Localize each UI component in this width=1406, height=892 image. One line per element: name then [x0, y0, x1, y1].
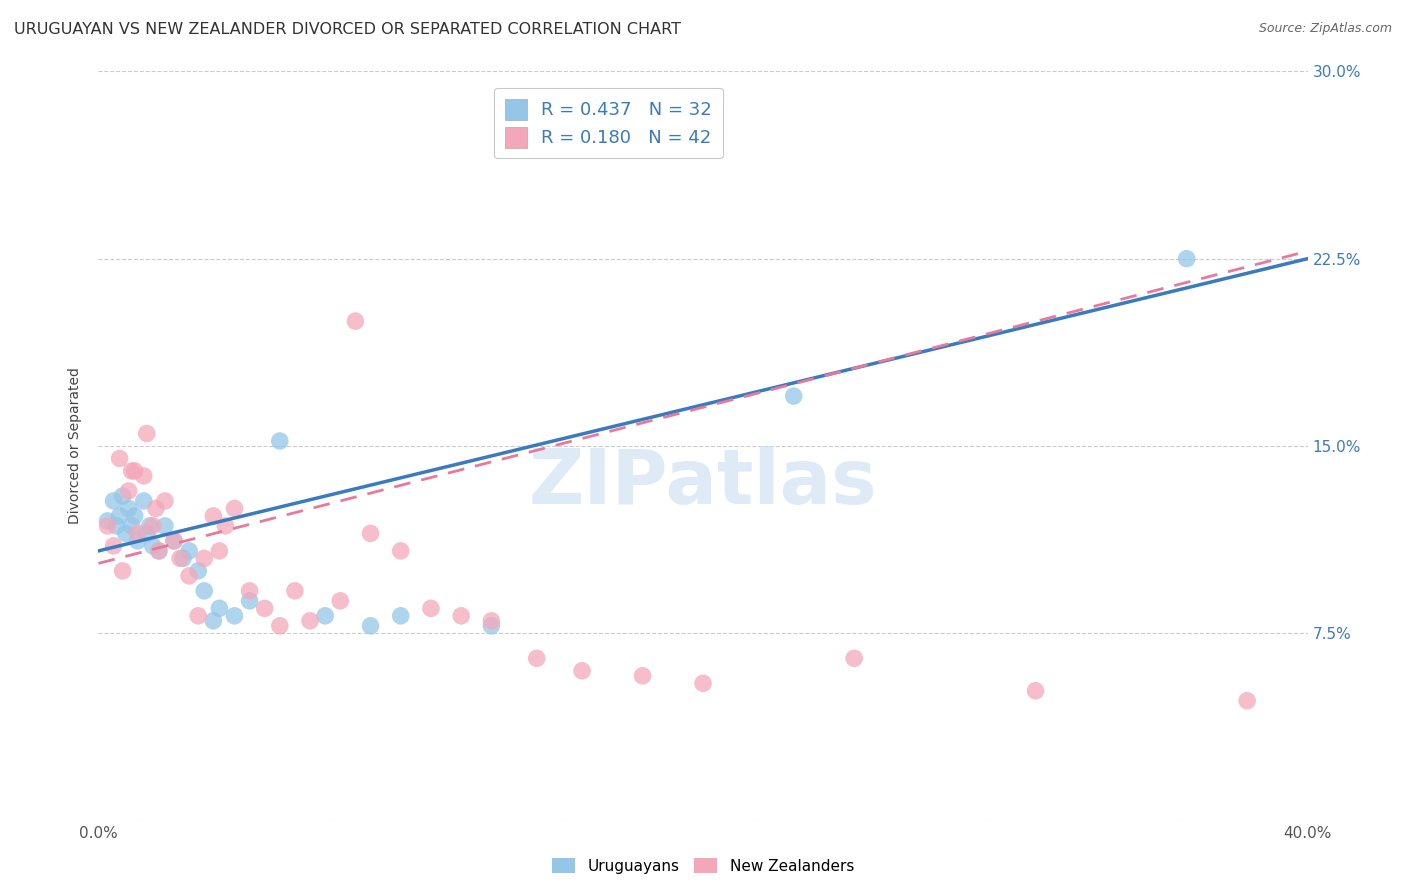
Point [360, 619, 382, 633]
Y-axis label: Divorced or Separated: Divorced or Separated [69, 368, 83, 524]
Point [389, 544, 412, 558]
Legend: R = 0.437   N = 32, R = 0.180   N = 42: R = 0.437 N = 32, R = 0.180 N = 42 [495, 88, 723, 159]
Point [169, 551, 191, 566]
Point [526, 651, 548, 665]
Point [269, 434, 291, 448]
Point [96, 514, 118, 528]
Point [450, 608, 472, 623]
Point [208, 544, 231, 558]
Point [132, 469, 155, 483]
Point [193, 551, 215, 566]
Point [179, 569, 201, 583]
Point [105, 519, 128, 533]
Point [187, 608, 209, 623]
Point [111, 564, 134, 578]
Text: URUGUAYAN VS NEW ZEALANDER DIVORCED OR SEPARATED CORRELATION CHART: URUGUAYAN VS NEW ZEALANDER DIVORCED OR S… [14, 22, 681, 37]
Point [127, 533, 149, 548]
Point [420, 601, 443, 615]
Point [148, 544, 170, 558]
Point [121, 464, 143, 478]
Point [118, 501, 141, 516]
Point [329, 594, 352, 608]
Point [114, 526, 136, 541]
Point [844, 651, 866, 665]
Point [783, 389, 806, 403]
Point [314, 608, 336, 623]
Point [284, 583, 307, 598]
Point [1175, 252, 1198, 266]
Point [153, 494, 176, 508]
Point [124, 464, 146, 478]
Point [187, 564, 209, 578]
Point [153, 519, 176, 533]
Point [163, 533, 186, 548]
Point [481, 619, 503, 633]
Point [172, 551, 194, 566]
Point [692, 676, 714, 690]
Point [139, 519, 162, 533]
Point [145, 501, 167, 516]
Point [108, 508, 131, 523]
Text: ZIPatlas: ZIPatlas [529, 447, 877, 520]
Point [142, 519, 165, 533]
Point [121, 519, 143, 533]
Point [224, 501, 246, 516]
Point [389, 608, 412, 623]
Text: Source: ZipAtlas.com: Source: ZipAtlas.com [1258, 22, 1392, 36]
Point [269, 619, 291, 633]
Point [163, 533, 186, 548]
Point [1236, 694, 1258, 708]
Point [179, 544, 201, 558]
Point [239, 583, 262, 598]
Point [202, 614, 225, 628]
Point [142, 539, 165, 553]
Point [135, 426, 157, 441]
Point [103, 539, 125, 553]
Point [239, 594, 262, 608]
Point [344, 314, 367, 328]
Point [118, 483, 141, 498]
Point [135, 526, 157, 541]
Point [631, 669, 654, 683]
Point [202, 508, 225, 523]
Point [253, 601, 276, 615]
Point [127, 526, 149, 541]
Point [108, 451, 131, 466]
Point [111, 489, 134, 503]
Point [148, 544, 170, 558]
Point [299, 614, 322, 628]
Point [208, 601, 231, 615]
Point [214, 519, 236, 533]
Legend: Uruguayans, New Zealanders: Uruguayans, New Zealanders [546, 852, 860, 880]
Point [132, 494, 155, 508]
Point [1024, 683, 1046, 698]
Point [224, 608, 246, 623]
Point [193, 583, 215, 598]
Point [360, 526, 382, 541]
Point [571, 664, 593, 678]
Point [124, 508, 146, 523]
Point [96, 519, 118, 533]
Point [481, 614, 503, 628]
Point [103, 494, 125, 508]
